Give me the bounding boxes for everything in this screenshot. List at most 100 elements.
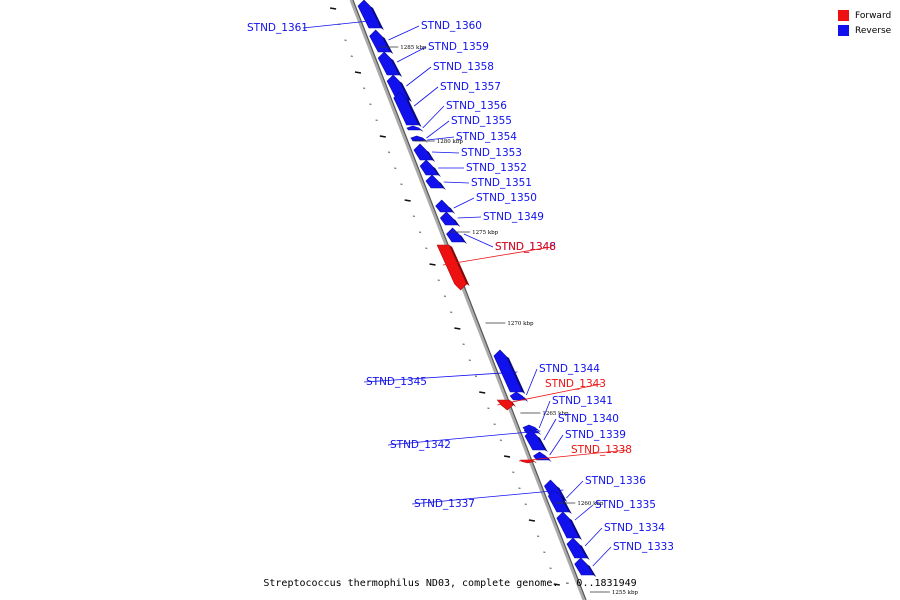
gene-leader-line <box>538 400 551 429</box>
gene-label-stnd_1345[interactable]: STND_1345 <box>366 376 427 388</box>
gene-label-stnd_1361[interactable]: STND_1361 <box>247 22 308 34</box>
gene-label-stnd_1359[interactable]: STND_1359 <box>428 41 489 53</box>
gene-side <box>505 356 526 394</box>
tick-mark <box>404 199 411 202</box>
gene-label-stnd_1358[interactable]: STND_1358 <box>433 61 494 73</box>
gene-label-stnd_1343[interactable]: STND_1343 <box>545 378 606 390</box>
gene-label-stnd_1339[interactable]: STND_1339 <box>565 429 626 441</box>
tick-mark <box>518 487 521 490</box>
gene-body[interactable] <box>566 537 588 559</box>
gene-feature-stnd_1344[interactable] <box>509 391 529 402</box>
scale-label: 1270 kbp <box>507 321 534 327</box>
gene-labels: STND_1361 STND_1360 STND_1359 STND_1358 STND… <box>247 19 674 567</box>
gene-label-stnd_1342[interactable]: STND_1342 <box>390 439 451 451</box>
tick-mark <box>524 503 527 506</box>
tick-mark <box>543 551 546 554</box>
tick-mark <box>329 7 337 10</box>
tick-mark <box>387 151 391 154</box>
scale-label: 1265 kbp <box>542 411 569 417</box>
gene-label-stnd_1353[interactable]: STND_1353 <box>461 147 522 159</box>
tick-mark <box>369 103 372 106</box>
gene-side <box>578 544 590 560</box>
axis-line <box>352 0 587 600</box>
gene-feature-stnd_1345[interactable] <box>493 349 526 394</box>
tick-mark <box>418 231 422 234</box>
legend-label-forward: Forward <box>855 10 892 21</box>
gene-label-stnd_1338[interactable]: STND_1338 <box>571 444 632 456</box>
legend-swatch-reverse <box>838 25 849 36</box>
gene-body[interactable] <box>574 557 594 576</box>
gene-feature-stnd_1352[interactable] <box>419 159 441 177</box>
gene-feature-stnd_1340[interactable] <box>524 429 548 452</box>
legend-item-reverse: Reverse <box>838 23 891 38</box>
gene-body[interactable] <box>410 135 425 141</box>
gene-leader-line <box>363 371 518 383</box>
gene-side <box>381 36 394 54</box>
gene-side <box>532 460 537 464</box>
gene-label-stnd_1350[interactable]: STND_1350 <box>476 192 537 204</box>
gene-label-stnd_1357[interactable]: STND_1357 <box>440 81 501 93</box>
gene-body[interactable] <box>369 29 391 53</box>
gene-side <box>568 518 582 540</box>
gene-feature-stnd_1346[interactable] <box>436 244 470 291</box>
gene-feature-stnd_1357[interactable] <box>393 91 422 127</box>
axis-line-shadow <box>349 0 586 600</box>
gene-leader-line <box>497 383 602 406</box>
tick-mark <box>394 167 397 170</box>
gene-label-stnd_1341[interactable]: STND_1341 <box>552 395 613 407</box>
gene-label-stnd_1354[interactable]: STND_1354 <box>456 131 517 143</box>
gene-body[interactable] <box>493 349 523 393</box>
gene-body[interactable] <box>406 125 422 131</box>
tick-mark <box>429 263 436 266</box>
gene-label-stnd_1351[interactable]: STND_1351 <box>471 177 532 189</box>
gene-label-stnd_1334[interactable]: STND_1334 <box>604 522 665 534</box>
gene-feature-stnd_1356[interactable] <box>406 125 424 132</box>
gene-label-stnd_1360[interactable]: STND_1360 <box>421 20 482 32</box>
legend: Forward Reverse <box>838 8 891 38</box>
gene-body[interactable] <box>446 227 465 243</box>
gene-body[interactable] <box>357 0 382 29</box>
gene-body[interactable] <box>439 211 458 226</box>
gene-label-stnd_1352[interactable]: STND_1352 <box>466 162 527 174</box>
gene-body[interactable] <box>435 199 453 213</box>
gene-label-stnd_1346[interactable]: STND_1346 <box>495 241 556 253</box>
tick-mark <box>425 247 428 250</box>
gene-label-stnd_1336[interactable]: STND_1336 <box>585 475 646 487</box>
gene-leader-line <box>457 216 482 219</box>
gene-label-stnd_1344[interactable]: STND_1344 <box>539 363 600 375</box>
gene-label-stnd_1333[interactable]: STND_1333 <box>613 541 674 553</box>
tick-mark <box>512 471 515 474</box>
gene-feature-stnd_1353[interactable] <box>413 143 436 162</box>
gene-leader-line <box>574 504 594 521</box>
gene-side <box>390 58 403 77</box>
gene-side <box>399 81 412 102</box>
gene-body[interactable] <box>425 174 444 189</box>
gene-body[interactable] <box>436 244 467 291</box>
gene-label-stnd_1340[interactable]: STND_1340 <box>558 413 619 425</box>
gene-body[interactable] <box>413 143 433 161</box>
gene-body[interactable] <box>419 159 439 176</box>
legend-label-reverse: Reverse <box>855 25 892 36</box>
gene-body[interactable] <box>522 424 538 431</box>
gene-label-stnd_1349[interactable]: STND_1349 <box>483 211 544 223</box>
gene-leader-line <box>426 120 450 139</box>
gene-leader-line <box>302 19 379 29</box>
gene-feature-stnd_1334[interactable] <box>566 537 590 560</box>
scale-labels: 1285 kbp 1280 kbp 1275 kbp 1270 kbp 1265 kbp… <box>378 45 638 596</box>
gene-feature-stnd_1349[interactable] <box>439 211 461 227</box>
gene-label-stnd_1337[interactable]: STND_1337 <box>414 498 475 510</box>
gene-body[interactable] <box>509 391 526 401</box>
gene-label-stnd_1335[interactable]: STND_1335 <box>595 499 656 511</box>
gene-label-stnd_1355[interactable]: STND_1355 <box>451 115 512 127</box>
gene-feature-stnd_1348[interactable] <box>446 227 467 244</box>
gene-body[interactable] <box>393 91 420 126</box>
gene-feature-stnd_1351[interactable] <box>425 174 447 190</box>
gene-feature-stnd_1350[interactable] <box>435 199 456 214</box>
gene-side <box>447 206 456 214</box>
gene-label-stnd_1348[interactable]: STND_1348 <box>495 241 556 253</box>
gene-body[interactable] <box>524 429 546 451</box>
gene-feature-stnd_1361[interactable] <box>357 0 384 30</box>
gene-feature-stnd_1339[interactable] <box>533 451 552 462</box>
gene-label-stnd_1356[interactable]: STND_1356 <box>446 100 507 112</box>
gene-feature-stnd_1333[interactable] <box>574 557 597 577</box>
